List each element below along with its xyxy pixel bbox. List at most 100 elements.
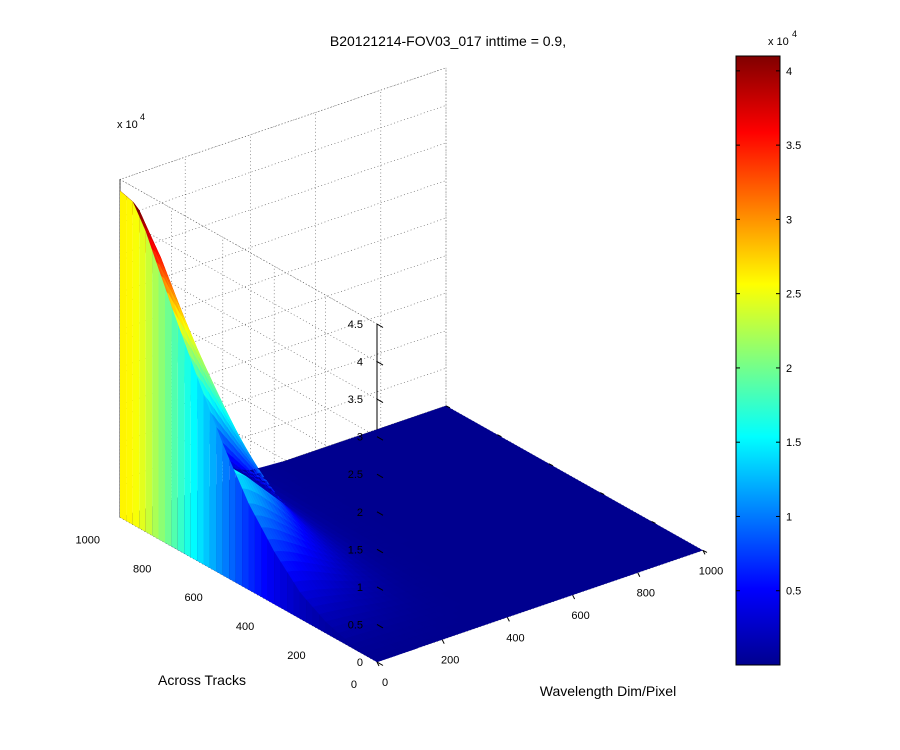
x-tick-label: 400: [506, 632, 524, 644]
y-tick-mark: [599, 492, 605, 496]
x-tick-label: 800: [637, 588, 655, 600]
z-tick-label: 3.5: [348, 394, 363, 406]
y-tick-mark: [548, 463, 554, 467]
z-tick-label: 0.5: [348, 619, 363, 631]
surface-edge: [242, 488, 249, 590]
x-tick-label: 0: [382, 677, 388, 689]
surface-edge: [306, 599, 313, 626]
x-tick-mark: [441, 639, 445, 644]
z-tick-mark: [376, 624, 384, 629]
surface-edge: [171, 306, 178, 550]
surface-edge: [280, 561, 288, 612]
surface-edge: [338, 633, 345, 644]
surface-edge: [165, 287, 172, 547]
x-tick-label: 1000: [699, 565, 723, 577]
surface-edge: [222, 443, 230, 579]
surface-edge: [312, 607, 320, 630]
y-tick-mark: [445, 405, 451, 409]
surface-patch: [393, 536, 410, 544]
surface-edge: [364, 653, 371, 659]
surface-edge: [357, 648, 365, 655]
z-exponent-power: 4: [140, 112, 145, 122]
x-axis-label: Wavelength Dim/Pixel: [540, 683, 676, 699]
surface-edge: [261, 527, 268, 601]
z-axis-exponent: x 10 4: [117, 112, 145, 131]
z-tick-label: 2: [357, 507, 363, 519]
z-tick-mark: [376, 548, 384, 554]
surface-edge: [319, 614, 326, 634]
colorbar-tick-label: 3.5: [786, 140, 801, 152]
z-tick-mark: [376, 661, 384, 666]
z-tick-label: 2.5: [348, 469, 363, 481]
surface-edge: [209, 410, 217, 572]
surface-edge: [287, 572, 294, 615]
surface-edge: [132, 201, 140, 529]
surface-edge: [120, 190, 127, 521]
colorbar-tick-label: 2: [786, 363, 792, 375]
surface-patch: [330, 494, 347, 501]
surface-edge: [139, 216, 146, 532]
surface-edge: [126, 196, 133, 525]
surface-edge: [216, 427, 223, 576]
colorbar-tick-label: 1: [786, 511, 792, 523]
surface-edge: [248, 503, 255, 594]
x-tick-mark: [506, 617, 510, 622]
axis-ticks: 0 0.5 1 1.5 2 2.5 3 3.5 4 4.5 0 200 400 600 800 1000 0 20…: [76, 319, 724, 691]
surface-patch: [433, 587, 449, 594]
surface-edge: [152, 250, 159, 540]
colorbar-exponent-power: 4: [792, 29, 797, 39]
colorbar-gradient: [735, 55, 781, 666]
z-exponent-base: x 10: [117, 119, 138, 131]
surface-edge: [229, 458, 236, 583]
surface-plot: [119, 190, 703, 663]
y-tick-label: 400: [236, 621, 254, 633]
y-axis-label: Across Tracks: [158, 672, 246, 688]
z-tick-label: 4.5: [348, 319, 363, 331]
y-tick-label: 0: [351, 679, 357, 691]
chart-title: B20121214-FOV03_017 inttime = 0.9,: [330, 33, 566, 49]
y-tick-label: 200: [287, 650, 305, 662]
z-tick-mark: [376, 323, 384, 328]
z-tick-label: 1.5: [348, 544, 363, 556]
surface-edge: [332, 627, 339, 641]
surface-edge: [293, 582, 300, 619]
colorbar-ticks: 0.5 1 1.5 2 2.5 3 3.5 4: [736, 66, 801, 598]
y-tick-mark: [497, 434, 502, 438]
surface-edge: [235, 473, 243, 587]
surface-edge: [274, 551, 281, 608]
y-tick-mark: [702, 549, 708, 553]
surface-edge: [197, 376, 204, 565]
z-tick-label: 4: [357, 357, 363, 369]
surface-edge: [325, 621, 332, 637]
x-tick-label: 200: [441, 655, 459, 667]
z-tick-label: 1: [357, 582, 363, 594]
surface-edge: [158, 268, 165, 543]
x-tick-label: 600: [571, 610, 589, 622]
z-tick-mark: [376, 511, 384, 516]
panel-edge-line: [119, 67, 447, 180]
surface-edge: [299, 592, 307, 623]
z-tick-mark: [376, 436, 384, 441]
surface-edge: [370, 657, 377, 662]
y-tick-label: 1000: [76, 534, 100, 546]
surface-edge: [203, 393, 210, 568]
panel-edge-line: [119, 405, 447, 518]
colorbar: 0.5 1 1.5 2 2.5 3 3.5 4 x 10 4: [735, 29, 801, 666]
surface-patch: [404, 550, 421, 558]
surface-edge: [351, 644, 358, 652]
x-tick-mark: [376, 661, 380, 667]
y-tick-label: 800: [133, 563, 151, 575]
x-tick-mark: [637, 572, 641, 577]
surface-patch: [445, 600, 461, 608]
z-tick-label: 3: [357, 432, 363, 444]
y-tick-label: 600: [184, 592, 202, 604]
z-tick-label: 0: [357, 657, 363, 669]
surface-edge: [344, 638, 352, 648]
surface-edge: [267, 539, 275, 605]
surface-edge: [254, 515, 262, 597]
colorbar-tick-label: 0.5: [786, 586, 801, 598]
colorbar-tick-label: 2.5: [786, 289, 801, 301]
colorbar-exponent-base: x 10: [768, 36, 789, 48]
surface-patch: [428, 577, 444, 584]
